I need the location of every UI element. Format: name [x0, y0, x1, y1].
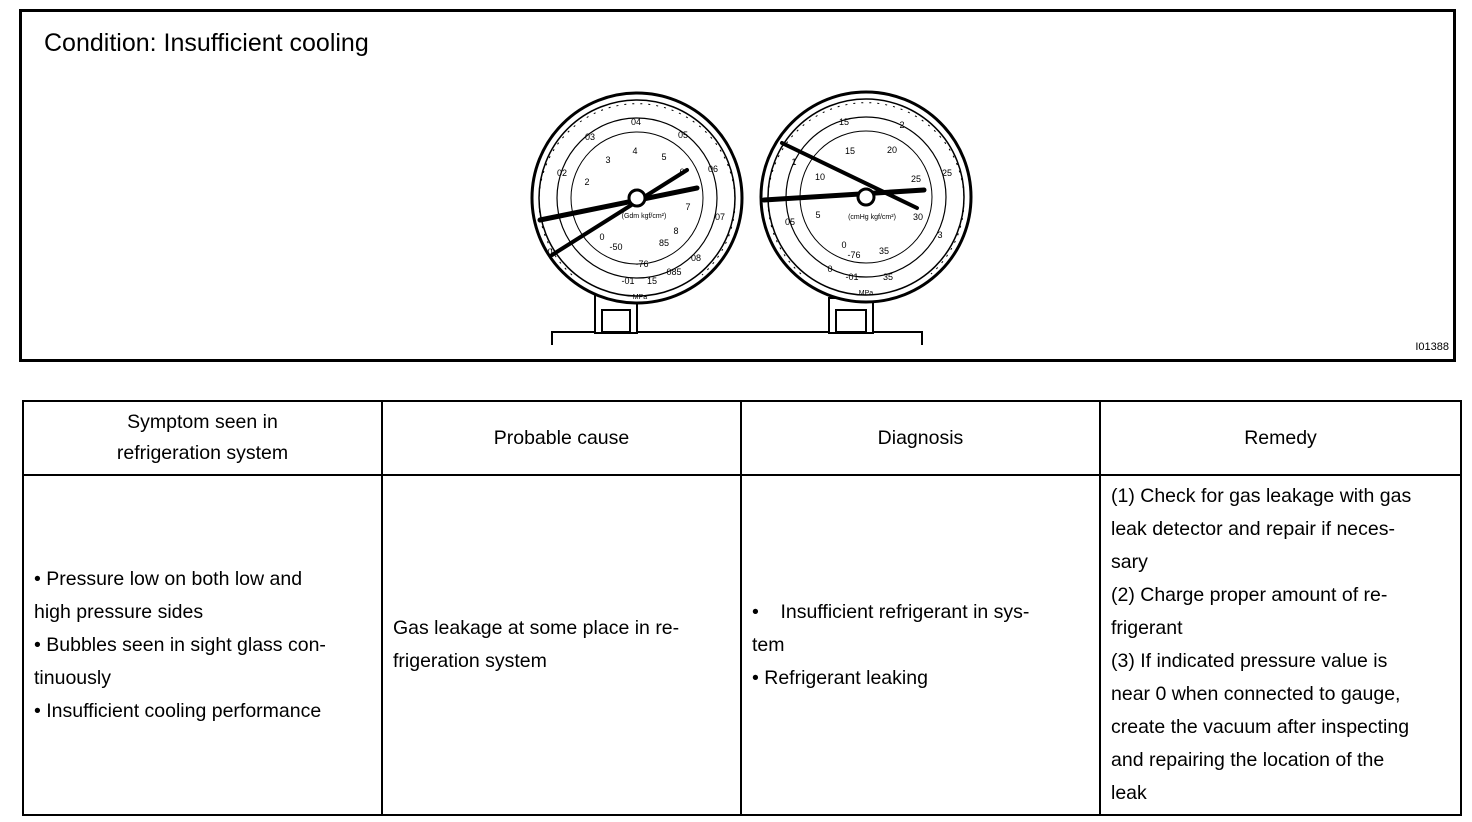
high-inner-tick: -76: [847, 250, 860, 260]
low-inner-tick: -50: [609, 242, 622, 252]
high-outer-tick: 25: [942, 168, 952, 178]
cause-line: frigeration system: [393, 650, 547, 672]
high-pressure-gauge: 0 05 1 15 2 25 3 35 -01 0 5 10 15 20 25 …: [759, 90, 973, 304]
high-inner-tick: 20: [887, 145, 897, 155]
low-outer-tick: 0: [547, 247, 552, 257]
remedy-line: near 0 when connected to gauge,: [1111, 683, 1401, 705]
remedy-line: sary: [1111, 551, 1148, 573]
low-inner-tick: -76: [635, 259, 648, 269]
cell-diagnosis: • Insufficient refrigerant in sys- tem •…: [740, 474, 1101, 816]
symptom-line: • Pressure low on both low and: [34, 567, 303, 590]
cell-symptom: • Pressure low on both low and high pres…: [22, 474, 383, 816]
header-diagnosis: Diagnosis: [740, 400, 1101, 476]
low-outer-tick: 02: [557, 168, 567, 178]
remedy-line: and repairing the location of the: [1111, 749, 1385, 771]
low-outer-tick: 06: [708, 164, 718, 174]
symptom-line: high pressure sides: [34, 600, 204, 623]
figure-panel: Condition: Insufficient cooling 0 02 03 …: [19, 9, 1456, 362]
low-outer-tick: -01: [621, 276, 634, 286]
low-outer-tick: 15: [647, 276, 657, 286]
high-outer-tick: 15: [839, 117, 849, 127]
low-inner-tick: 7: [685, 202, 690, 212]
low-inner-tick: 0: [599, 232, 604, 242]
high-inner-tick: 35: [879, 246, 889, 256]
high-gauge-needles: [761, 141, 927, 210]
low-inner-tick: 8: [673, 226, 678, 236]
low-outer-tick: 08: [691, 253, 701, 263]
high-outer-tick: 35: [883, 272, 893, 282]
cell-probable-cause: Gas leakage at some place in re- frigera…: [381, 474, 742, 816]
low-outer-tick: 085: [666, 267, 681, 277]
low-inner-tick: 4: [632, 146, 637, 156]
high-gauge-hub: [856, 187, 876, 207]
high-outer-tick: 2: [899, 120, 904, 130]
low-outer-tick: 03: [585, 132, 595, 142]
figure-id: I01388: [1415, 341, 1449, 353]
table-row: • Pressure low on both low and high pres…: [22, 474, 1462, 816]
diagnosis-line: tem: [752, 633, 785, 656]
high-inner-tick: 5: [815, 210, 820, 220]
manifold-bar: [551, 331, 923, 345]
symptom-line: • Insufficient cooling performance: [34, 699, 322, 722]
table-header-row: Symptom seen in refrigeration system Pro…: [22, 400, 1462, 476]
low-unit-label: MPa: [633, 294, 648, 301]
remedy-line: leak: [1111, 782, 1147, 804]
header-remedy: Remedy: [1099, 400, 1462, 476]
header-symptom-line: refrigeration system: [116, 442, 289, 464]
diagnosis-table: Symptom seen in refrigeration system Pro…: [22, 400, 1462, 816]
manifold-gauges-illustration: 0 02 03 04 05 06 07 08 085 15 -01 -50 0 …: [530, 90, 973, 345]
low-gauge-hub: [627, 188, 647, 208]
high-inner-tick: 10: [815, 172, 825, 182]
high-outer-tick: 0: [827, 264, 832, 274]
remedy-line: (1) Check for gas leakage with gas: [1111, 485, 1412, 507]
low-inner-tick: 2: [584, 177, 589, 187]
low-inner-tick: 85: [659, 238, 669, 248]
high-inner-tick: 25: [911, 174, 921, 184]
low-dial-label: (Gdm kgf/cm²): [622, 213, 667, 220]
high-dial-label: (cmHg kgf/cm²): [848, 214, 896, 221]
low-outer-tick: 07: [715, 212, 725, 222]
header-symptom-line: Symptom seen in: [127, 411, 278, 433]
low-pressure-gauge: 0 02 03 04 05 06 07 08 085 15 -01 -50 0 …: [530, 91, 744, 305]
high-inner-tick: 0: [841, 240, 846, 250]
remedy-line: (3) If indicated pressure value is: [1111, 650, 1388, 672]
low-inner-tick: 5: [661, 152, 666, 162]
remedy-line: leak detector and repair if neces-: [1111, 518, 1395, 540]
high-outer-tick: 1: [791, 157, 796, 167]
remedy-line: create the vacuum after inspecting: [1111, 716, 1410, 738]
header-symptom: Symptom seen in refrigeration system: [22, 400, 383, 476]
symptom-line: • Bubbles seen in sight glass con-: [34, 633, 326, 656]
low-gauge-needles: [537, 168, 700, 257]
remedy-line: (2) Charge proper amount of re-: [1111, 584, 1388, 606]
high-outer-tick: 05: [785, 217, 795, 227]
remedy-line: frigerant: [1111, 617, 1183, 639]
low-outer-tick: 04: [631, 117, 641, 127]
high-unit-label: MPa: [859, 290, 874, 297]
cause-line: Gas leakage at some place in re-: [393, 617, 680, 639]
high-inner-tick: 15: [845, 146, 855, 156]
symptom-line: tinuously: [34, 666, 111, 689]
high-outer-tick: -01: [845, 272, 858, 282]
condition-title: Condition: Insufficient cooling: [44, 29, 369, 57]
low-outer-tick: 05: [678, 130, 688, 140]
header-probable-cause: Probable cause: [381, 400, 742, 476]
cell-remedy: (1) Check for gas leakage with gas leak …: [1099, 474, 1462, 816]
diagnosis-line: • Insufficient refrigerant in sys-: [752, 600, 1030, 623]
diagnosis-line: • Refrigerant leaking: [752, 666, 928, 689]
high-outer-tick: 3: [937, 230, 942, 240]
low-inner-tick: 3: [605, 155, 610, 165]
high-inner-tick: 30: [913, 212, 923, 222]
